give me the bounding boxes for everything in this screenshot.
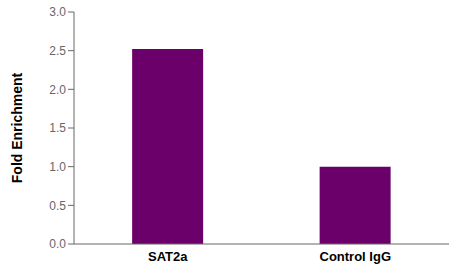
svg-text:Control IgG: Control IgG bbox=[320, 249, 392, 264]
svg-text:3.0: 3.0 bbox=[49, 5, 66, 19]
svg-text:SAT2a: SAT2a bbox=[148, 249, 188, 264]
svg-text:1.5: 1.5 bbox=[49, 121, 66, 135]
svg-text:Fold Enrichment: Fold Enrichment bbox=[9, 72, 25, 183]
svg-text:1.0: 1.0 bbox=[49, 160, 66, 174]
svg-text:2.5: 2.5 bbox=[49, 44, 66, 58]
svg-text:0.0: 0.0 bbox=[49, 237, 66, 251]
svg-text:2.0: 2.0 bbox=[49, 83, 66, 97]
svg-text:0.5: 0.5 bbox=[49, 199, 66, 213]
